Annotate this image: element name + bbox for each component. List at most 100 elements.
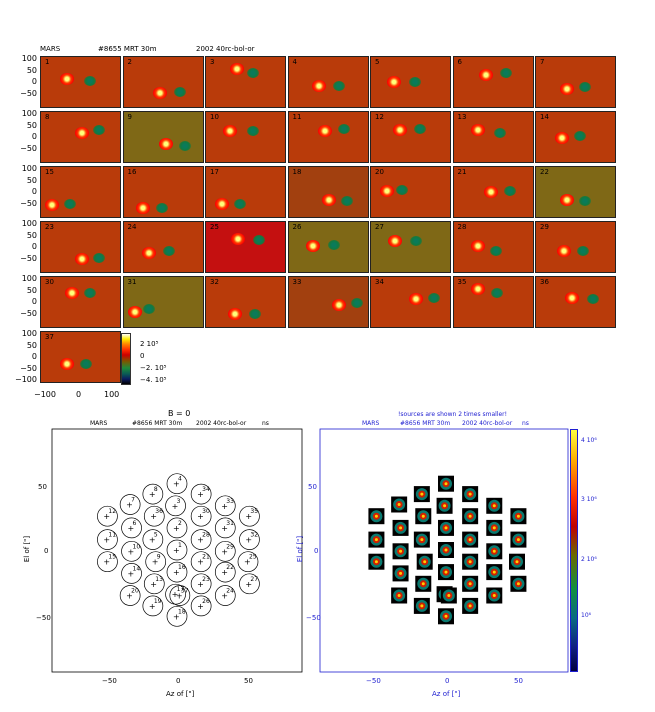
small-colorbar-label-2: 0 [140,352,145,360]
beam-label: 10 [133,543,141,550]
bolometer-panel-13: 13 [452,111,534,163]
hot-spot [331,299,346,312]
bolometer-panel-16: 16 [122,166,204,218]
beam-label: 23 [202,576,210,583]
cold-spot [93,253,106,264]
grid-y-tick: −50 [20,198,37,208]
bolometer-panel-17: 17 [205,166,286,218]
beam-circle [142,595,164,617]
beam-label: 15 [108,554,116,561]
bolometer-panel-24: 24 [122,221,204,273]
grid-x-tick-right: 100 [104,390,120,399]
small-colorbar-label-1: 2 10⁵ [140,340,159,348]
cold-spot [573,130,586,141]
grid-y-tick: 50 [26,230,37,240]
hot-spot [386,75,401,88]
bolometer-panel-37: 37 [40,331,121,383]
beam-label: 22 [226,564,234,571]
beam-map-x-tick-3: 50 [244,677,253,685]
beam-circle [169,585,191,606]
cold-spot [578,196,591,207]
grid-y-tick: −100 [15,375,37,384]
grid-y-tick: 0 [31,352,37,361]
beam-label: 7 [131,497,135,504]
cold-spot [246,67,259,78]
hot-spot [59,358,74,371]
beam-circle [214,517,236,539]
grid-y-tick: 100 [21,109,37,118]
beam-map-x-tick-1: −50 [102,677,117,685]
grid-x-tick-left: −100 [34,390,56,399]
beam-image-frame [319,428,569,673]
beam-circle [190,483,212,505]
grid-y-tick: 0 [31,242,37,251]
beam-image-colorbar-label-1: 4 10⁶ [581,437,597,444]
bolometer-panel-1: 1 [40,56,121,108]
hot-spot [223,124,238,137]
hot-spot [393,123,408,136]
beam-image-colorbar-label-2: 3 10⁶ [581,496,597,503]
beam-marker: + [149,536,156,545]
beam-image-peak [444,526,448,530]
beam-circle [214,585,236,606]
beam-map-frame [51,428,303,673]
beam-label: 12 [108,508,116,515]
beam-circle [166,473,188,495]
beam-marker: + [173,480,180,489]
bolometer-panel-number: 24 [127,223,137,231]
beam-image-colorbar-label-3: 2 10⁶ [581,556,597,563]
beam-circle [237,551,259,573]
beam-image-peak [444,482,448,486]
beam-marker: + [128,547,135,556]
beam-image-peak [399,549,403,553]
bolometer-panel-number: 30 [45,278,54,286]
beam-marker: + [221,568,228,577]
beam-circle [190,529,212,550]
beam-label: 32 [250,532,258,539]
hot-spot [483,185,498,198]
beam-image-header-camera: 2002 40rc-bol-or [462,420,513,427]
beam-label: 16 [178,564,186,571]
beam-marker: + [126,592,133,601]
bolometer-panel-35: 35 [452,276,534,328]
bolometer-panel-25: 25 [205,221,286,273]
beam-marker: + [221,547,228,556]
beam-image-note: !sources are shown 2 times smaller! [398,411,508,418]
bolometer-panel-14: 14 [535,111,616,163]
beam-marker: + [173,568,180,577]
beam-label: 33 [226,498,234,505]
beam-label: 5 [154,532,158,539]
beam-label: 4 [178,476,182,483]
beam-map-xlabel: Az of ["] [166,690,195,698]
beam-image-peak [468,514,472,518]
bolometer-panel-number: 11 [292,113,302,121]
beam-image-peak [374,560,378,564]
grid-y-tick: −50 [20,143,37,153]
bolometer-panel-number: 33 [292,278,302,286]
grid-y-tick: 50 [26,65,37,75]
beam-marker: + [173,546,180,555]
beam-marker: + [221,524,228,533]
cold-spot [64,199,77,210]
beam-image-peak [468,560,472,564]
grid-y-tick: 0 [31,187,37,196]
bolometer-panel-number: 8 [45,113,50,121]
bolometer-panel-number: 28 [457,223,467,231]
beam-image-peak [492,526,496,530]
beam-image-header-planet: MARS [362,420,380,427]
grid-y-tick: 50 [26,285,37,295]
bolometer-panel-2: 2 [122,56,204,108]
bolometer-panel-9: 9 [122,111,204,163]
bolometer-panel-number: 10 [210,113,219,121]
beam-image-peak [399,571,403,575]
beam-marker: + [197,580,204,589]
beam-image-peak [420,538,424,542]
beam-marker: + [103,536,110,545]
beam-label: 37 [181,588,189,595]
beam-image-peak [374,538,378,542]
cold-spot [179,141,192,152]
beam-circle [214,561,236,583]
beam-image-xlabel: Az of ["] [432,690,461,698]
bolometer-panel-12: 12 [370,111,451,163]
cold-spot [413,123,426,134]
